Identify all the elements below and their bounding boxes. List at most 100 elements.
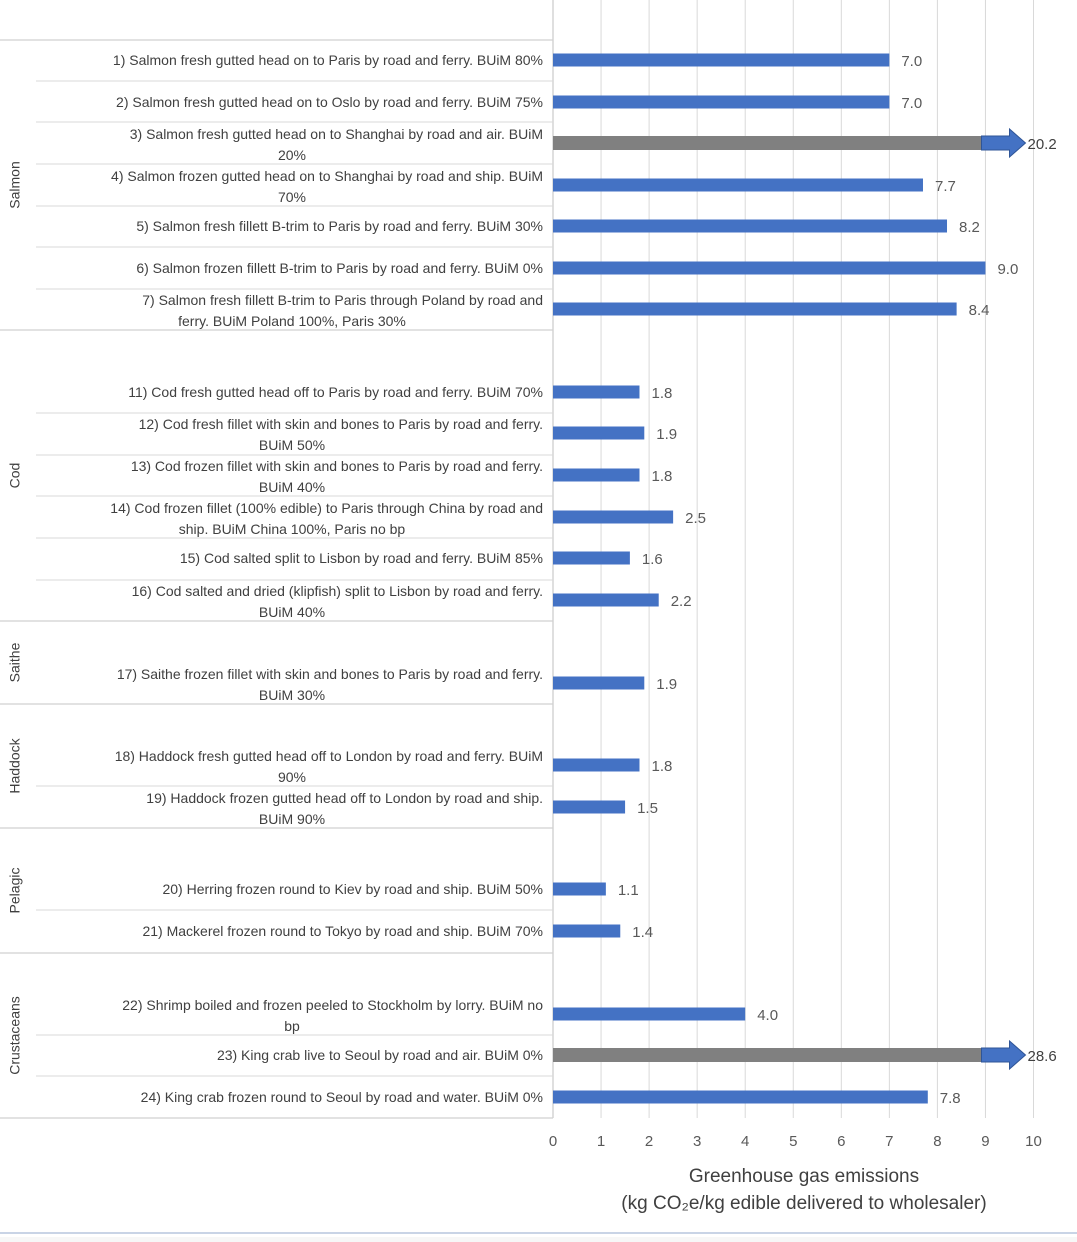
x-tick-label: 4 (741, 1133, 749, 1150)
bar-offscale (553, 1048, 984, 1062)
label-line: BUiM 40% (259, 604, 325, 620)
bar-category-label: 5) Salmon fresh fillett B-trim to Paris … (136, 218, 543, 234)
bar-value-label: 1.5 (637, 800, 658, 817)
label-line: 70% (278, 189, 306, 205)
label-line: 3) Salmon fresh gutted head on to Shangh… (130, 126, 543, 142)
bar-value-label: 4.0 (757, 1007, 778, 1024)
bar-value-label: 1.4 (632, 924, 653, 941)
bar (553, 219, 948, 233)
bar (553, 53, 890, 67)
x-tick-label: 8 (933, 1133, 941, 1150)
bar-category-label: 21) Mackerel frozen round to Tokyo by ro… (142, 923, 543, 939)
bar-category-label: 14) Cod frozen fillet (100% edible) to P… (110, 500, 543, 537)
bar-category-label: 22) Shrimp boiled and frozen peeled to S… (122, 997, 543, 1034)
bar-category-label: 16) Cod salted and dried (klipfish) spli… (132, 583, 543, 620)
x-axis-title: Greenhouse gas emissions (689, 1166, 919, 1187)
bar (553, 468, 640, 482)
bar-category-label: 13) Cod frozen fillet with skin and bone… (131, 458, 543, 495)
bar-value-label: 2.5 (685, 510, 706, 527)
label-line: 22) Shrimp boiled and frozen peeled to S… (122, 997, 543, 1013)
label-line: 90% (278, 769, 306, 785)
group-label: Saithe (7, 642, 23, 682)
bar (553, 385, 640, 399)
label-line: 14) Cod frozen fillet (100% edible) to P… (110, 500, 543, 516)
label-line: BUiM 90% (259, 811, 325, 827)
x-tick-label: 1 (597, 1133, 605, 1150)
x-tick-label: 0 (549, 1133, 557, 1150)
bar (553, 95, 890, 109)
group-label: Pelagic (7, 868, 23, 914)
x-tick-label: 9 (981, 1133, 989, 1150)
bar-category-label: 6) Salmon frozen fillett B-trim to Paris… (136, 260, 543, 276)
bar (553, 551, 630, 565)
bar-category-label: 12) Cod fresh fillet with skin and bones… (139, 416, 543, 453)
bar-category-label: 24) King crab frozen round to Seoul by r… (141, 1089, 543, 1105)
label-line: ferry. BUiM Poland 100%, Paris 30% (178, 313, 406, 329)
offscale-arrow (981, 1039, 1027, 1071)
label-line: 7) Salmon fresh fillett B-trim to Paris … (142, 292, 543, 308)
x-tick-label: 10 (1025, 1133, 1042, 1150)
bar-category-label: 18) Haddock fresh gutted head off to Lon… (115, 748, 543, 785)
bar-value-label: 7.0 (901, 95, 922, 112)
bar (553, 302, 957, 316)
x-tick-label: 6 (837, 1133, 845, 1150)
label-line: 12) Cod fresh fillet with skin and bones… (139, 416, 543, 432)
x-axis-subtitle: (kg CO₂e/kg edible delivered to wholesal… (621, 1193, 986, 1214)
label-line: 4) Salmon frozen gutted head on to Shang… (111, 168, 543, 184)
label-line: 16) Cod salted and dried (klipfish) spli… (132, 583, 543, 599)
bar-value-label: 1.6 (642, 551, 663, 568)
label-line: 17) Saithe frozen fillet with skin and b… (117, 666, 543, 682)
bar-category-label: 2) Salmon fresh gutted head on to Oslo b… (116, 94, 543, 110)
bar (553, 1090, 928, 1104)
group-label: Crustaceans (7, 996, 23, 1075)
bar-category-label: 17) Saithe frozen fillet with skin and b… (117, 666, 543, 703)
group-label: Haddock (7, 737, 23, 793)
x-axis: 0 1 2 3 4 5 6 7 8 9 10 (549, 1133, 1042, 1150)
bar-category-label: 4) Salmon frozen gutted head on to Shang… (111, 168, 543, 205)
bar-category-label: 23) King crab live to Seoul by road and … (217, 1047, 543, 1063)
bar (553, 426, 645, 440)
bar-category-label: 19) Haddock frozen gutted head off to Lo… (146, 790, 543, 827)
bar (553, 676, 645, 690)
group-label: Salmon (7, 161, 23, 208)
x-tick-label: 5 (789, 1133, 797, 1150)
bar-value-label: 1.9 (656, 426, 677, 443)
label-line: 13) Cod frozen fillet with skin and bone… (131, 458, 543, 474)
x-tick-label: 2 (645, 1133, 653, 1150)
label-line: bp (284, 1018, 300, 1034)
bar-value-label: 1.8 (651, 468, 672, 485)
label-line: BUiM 30% (259, 687, 325, 703)
bottom-border (0, 1232, 1077, 1234)
x-tick-label: 7 (885, 1133, 893, 1150)
x-tick-label: 3 (693, 1133, 701, 1150)
bar-value-label: 1.1 (618, 882, 639, 899)
bar-value-label: 1.8 (651, 385, 672, 402)
bar-value-label: 1.8 (651, 758, 672, 775)
bar-value-label: 20.2 (1028, 136, 1057, 153)
bar (553, 261, 986, 275)
bar-value-label: 8.4 (969, 302, 990, 319)
bar-category-label: 20) Herring frozen round to Kiev by road… (162, 881, 543, 897)
label-line: 19) Haddock frozen gutted head off to Lo… (146, 790, 543, 806)
bar-value-label: 9.0 (997, 261, 1018, 278)
label-line: BUiM 50% (259, 437, 325, 453)
bar-value-label: 7.7 (935, 178, 956, 195)
offscale-arrow (981, 127, 1027, 159)
label-line: BUiM 40% (259, 479, 325, 495)
bar (553, 800, 626, 814)
bar-category-label: 1) Salmon fresh gutted head on to Paris … (113, 52, 543, 68)
bar-value-label: 2.2 (671, 593, 692, 610)
bar (553, 1007, 746, 1021)
bar-value-label: 8.2 (959, 219, 980, 236)
bar-offscale (553, 136, 984, 150)
group-label: Cod (7, 463, 23, 489)
label-line: 18) Haddock fresh gutted head off to Lon… (115, 748, 543, 764)
bar-value-label: 7.8 (940, 1090, 961, 1107)
bar-category-label: 3) Salmon fresh gutted head on to Shangh… (130, 126, 543, 163)
bar (553, 758, 640, 772)
bar (553, 882, 606, 896)
category-structure: Salmon 1) Salmon fresh gutted head on to … (0, 39, 553, 1119)
bar-category-label: 15) Cod salted split to Lisbon by road a… (180, 550, 543, 566)
label-line: 20% (278, 147, 306, 163)
